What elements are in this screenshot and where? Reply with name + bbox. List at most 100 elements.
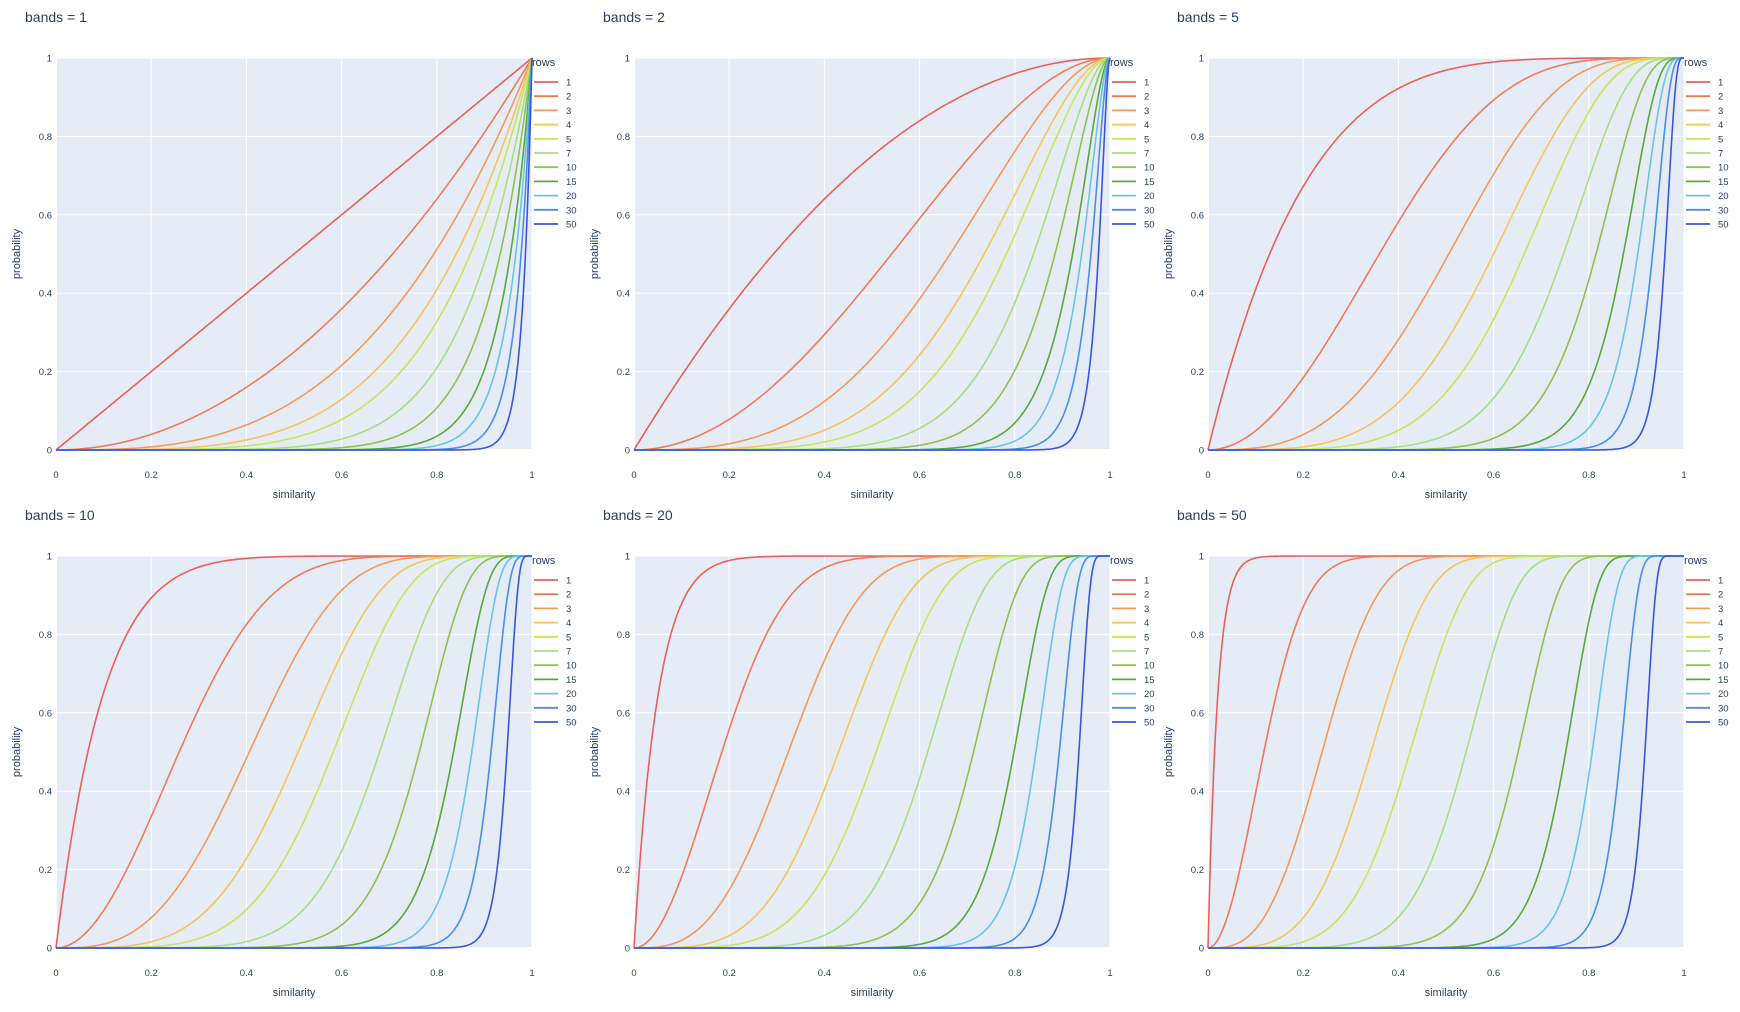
legend-item[interactable]: 15 [534,177,577,188]
legend-item[interactable]: 3 [1112,106,1149,117]
legend-item[interactable]: 10 [1112,661,1155,672]
legend-label: 2 [1144,590,1149,601]
legend-item[interactable]: 1 [1112,78,1149,89]
series-lines [633,57,1111,451]
legend-title: rows [532,57,556,69]
legend-label: 7 [566,647,571,658]
legend-item[interactable]: 20 [1686,191,1729,202]
legend-label: 30 [1144,205,1155,216]
legend-item[interactable]: 7 [1112,647,1149,658]
legend-item[interactable]: 3 [534,604,571,615]
legend-item[interactable]: 7 [1686,149,1723,160]
legend-item[interactable]: 1 [1686,576,1723,587]
legend-label: 1 [566,576,571,587]
legend-item[interactable]: 4 [1686,120,1723,131]
legend-item[interactable]: 7 [534,149,571,160]
legend-item[interactable]: 4 [1112,618,1149,629]
legend-item[interactable]: 20 [1112,191,1155,202]
y-tick-label: 0.6 [617,708,630,719]
plot-area [1208,556,1684,948]
legend-item[interactable]: 15 [1686,675,1729,686]
legend-item[interactable]: 4 [534,618,571,629]
legend-label: 20 [1144,191,1155,202]
y-tick-label: 0.8 [39,630,52,641]
legend-item[interactable]: 15 [1686,177,1729,188]
legend-item[interactable]: 50 [1686,718,1729,729]
series-line-rows-50 [56,57,533,451]
y-tick-label: 0.6 [39,708,52,719]
chart-panel-50: bands = 500 0.2 0.4 0.6 0.8 100.20.40.60.81si… [1163,507,1729,999]
series-line-rows-3 [56,57,533,451]
legend-item[interactable]: 5 [534,134,571,145]
legend-item[interactable]: 3 [1686,106,1723,117]
legend-label: 15 [1718,675,1729,686]
legend-item[interactable]: 2 [534,590,571,601]
legend-item[interactable]: 7 [1686,647,1723,658]
legend-item[interactable]: 1 [534,78,571,89]
legend-item[interactable]: 50 [534,718,577,729]
legend-item[interactable]: 2 [1686,590,1723,601]
y-tick-label: 0.8 [617,630,630,641]
y-tick-label: 1 [625,54,630,65]
legend-item[interactable]: 15 [1112,177,1155,188]
legend-item[interactable]: 50 [534,220,577,231]
x-tick-label: 0 [53,968,58,979]
y-axis-label: probability [1163,726,1175,777]
legend-item[interactable]: 5 [1112,134,1149,145]
legend-item[interactable]: 2 [1112,92,1149,103]
legend-item[interactable]: 5 [1686,632,1723,643]
legend-item[interactable]: 50 [1112,220,1155,231]
legend-item[interactable]: 10 [1686,163,1729,174]
legend-item[interactable]: 30 [1112,703,1155,714]
legend-item[interactable]: 30 [1686,205,1729,216]
legend-item[interactable]: 50 [1112,718,1155,729]
legend-item[interactable]: 2 [1112,590,1149,601]
legend-label: 3 [1144,604,1149,615]
legend-item[interactable]: 10 [534,163,577,174]
legend-item[interactable]: 15 [1112,675,1155,686]
legend-item[interactable]: 20 [534,191,577,202]
chart-panel-20: bands = 200 0.2 0.4 0.6 0.8 100.20.40.60.81si… [589,507,1155,999]
series-lines [55,555,532,949]
legend-item[interactable]: 10 [1686,661,1729,672]
x-tick-label: 0.6 [913,968,926,979]
legend-item[interactable]: 20 [1686,689,1729,700]
legend-item[interactable]: 3 [1686,604,1723,615]
legend-label: 4 [1144,120,1149,131]
x-tick-label: 0.2 [145,968,158,979]
legend-item[interactable]: 30 [534,703,577,714]
legend-item[interactable]: 4 [534,120,571,131]
legend-item[interactable]: 15 [534,675,577,686]
x-tick-label: 0.2 [1297,470,1310,481]
legend-item[interactable]: 50 [1686,220,1729,231]
legend-item[interactable]: 10 [1112,163,1155,174]
legend-item[interactable]: 4 [1686,618,1723,629]
legend-item[interactable]: 5 [1112,632,1149,643]
legend-item[interactable]: 4 [1112,120,1149,131]
legend-label: 15 [1718,177,1729,188]
x-tick-label: 0.6 [335,470,348,481]
legend-item[interactable]: 20 [534,689,577,700]
legend-item[interactable]: 3 [1112,604,1149,615]
legend-item[interactable]: 1 [534,576,571,587]
legend-label: 30 [1718,703,1729,714]
legend-item[interactable]: 30 [1686,703,1729,714]
legend-item[interactable]: 10 [534,661,577,672]
series-line-rows-50 [1208,555,1684,949]
legend-label: 2 [566,92,571,103]
legend-item[interactable]: 7 [534,647,571,658]
legend-label: 20 [566,191,577,202]
legend-item[interactable]: 2 [534,92,571,103]
legend-item[interactable]: 7 [1112,149,1149,160]
legend-item[interactable]: 20 [1112,689,1155,700]
legend-item[interactable]: 5 [1686,134,1723,145]
series-line-rows-50 [634,555,1110,949]
x-axis-label: similarity [1425,987,1468,999]
legend-item[interactable]: 30 [534,205,577,216]
legend-item[interactable]: 1 [1112,576,1149,587]
legend-item[interactable]: 1 [1686,78,1723,89]
legend-item[interactable]: 5 [534,632,571,643]
legend-item[interactable]: 3 [534,106,571,117]
legend-item[interactable]: 30 [1112,205,1155,216]
legend-item[interactable]: 2 [1686,92,1723,103]
